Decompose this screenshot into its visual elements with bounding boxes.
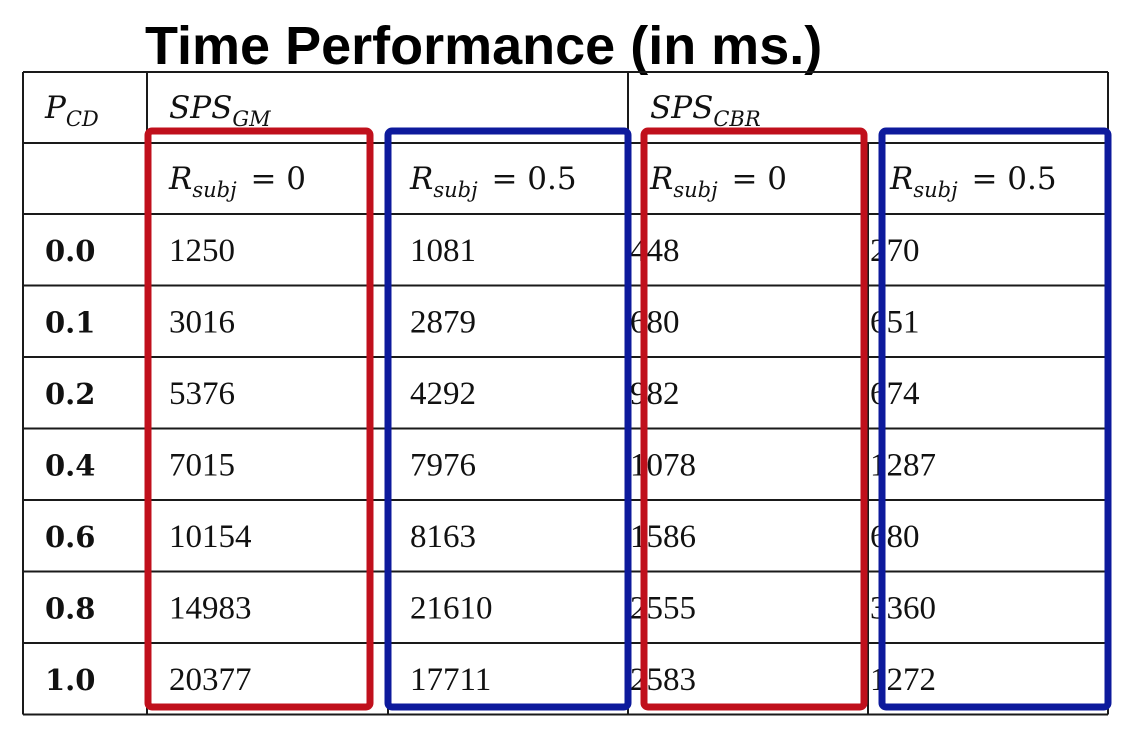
table-cell: 7015 [169,448,235,484]
table-cell: 10154 [169,519,252,555]
table-cell: 20377 [169,662,252,698]
table-cell: 680 [630,305,680,341]
table-cell: 8163 [410,519,476,555]
column-highlight-box [384,127,632,711]
table-cell: 674 [870,376,920,412]
table-cell: 448 [630,233,680,269]
column-header-label: Rsubj = 0.5 [409,161,577,202]
row-p-value: 1.0 [45,663,95,697]
group-header-label: SPSGM [169,90,271,131]
table-cell: 982 [630,376,680,412]
row-p-value: 0.2 [45,377,95,411]
row-p-value: 0.0 [45,234,95,268]
table-cell: 680 [870,519,920,555]
table-cell: 21610 [410,591,493,627]
table-cell: 2555 [630,591,696,627]
table-cell: 2879 [410,305,476,341]
table-cell: 5376 [169,376,235,412]
table-cell: 1250 [169,233,235,269]
table-cell: 7976 [410,448,476,484]
column-highlight-box [144,127,374,711]
table-cell: 270 [870,233,920,269]
table-cell: 14983 [169,591,252,627]
column-header-label: Rsubj = 0 [649,161,787,202]
group-header-label: SPSCBR [650,90,761,131]
row-p-value: 0.4 [45,449,95,483]
row-p-value: 0.6 [45,520,95,554]
row-header-label: PCD [44,90,99,131]
table-cell: 4292 [410,376,476,412]
page-title: Time Performance (in ms.) [145,16,823,76]
table-cell: 651 [870,305,920,341]
table-cell: 1081 [410,233,476,269]
row-p-value: 0.8 [45,592,95,626]
table-cell: 2583 [630,662,696,698]
column-header-label: Rsubj = 0 [168,161,306,202]
table-cell: 1078 [630,448,696,484]
table-cell: 1586 [630,519,696,555]
column-highlight-box [878,127,1112,711]
table-cell: 17711 [410,662,491,698]
table-cell: 3016 [169,305,235,341]
row-p-value: 0.1 [45,306,95,340]
column-highlight-box [640,127,868,711]
column-header-label: Rsubj = 0.5 [889,161,1057,202]
